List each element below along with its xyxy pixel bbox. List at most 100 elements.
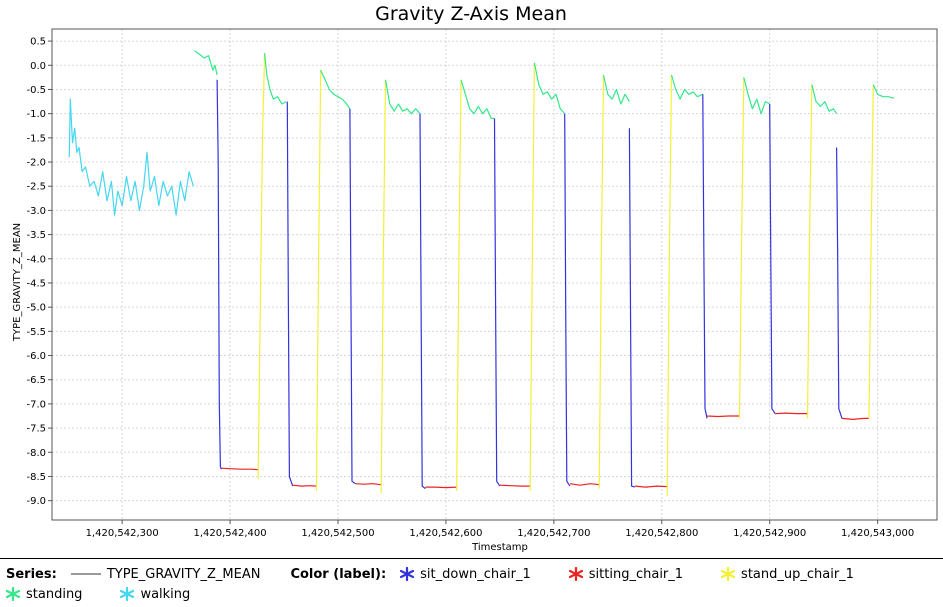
- series-segment-stand-up-chair-1: [868, 84, 874, 419]
- series-segment-sitting-chair-1: [221, 467, 259, 471]
- series-segment-standing: [811, 84, 838, 115]
- series-segment-standing: [384, 79, 421, 115]
- series-segment-standing: [743, 77, 770, 115]
- series-segment-standing: [533, 62, 566, 115]
- y-tick-label: -1.0: [26, 109, 46, 120]
- series-segment-walking: [68, 98, 194, 216]
- chart-title: Gravity Z-Axis Mean: [375, 3, 567, 25]
- legend-item-standing: standing: [6, 587, 82, 602]
- x-tick-label: 1,420,542,300: [86, 528, 159, 539]
- star-icon: [120, 587, 135, 601]
- legend-color-heading: Color (label):: [290, 566, 387, 582]
- legend-label: walking: [140, 586, 191, 602]
- y-tick-label: -6.0: [26, 351, 46, 362]
- y-tick-label: -6.5: [26, 375, 46, 386]
- series-segment-standing: [194, 50, 218, 76]
- series-segment-sit-down-chair-1: [216, 79, 222, 470]
- x-tick-label: 1,420,542,400: [193, 528, 266, 539]
- legend-item-stand-up: stand_up_chair_1: [721, 567, 854, 582]
- legend-label: sit_down_chair_1: [420, 566, 531, 582]
- series-line-icon: [70, 573, 101, 575]
- series-segment-standing: [602, 74, 630, 105]
- y-tick-label: -4.5: [26, 278, 46, 289]
- series-segment-sitting-chair-1: [355, 483, 382, 486]
- series-segment-sit-down-chair-1: [702, 94, 708, 419]
- y-tick-label: -7.5: [26, 424, 46, 435]
- series-segment-standing: [670, 74, 704, 100]
- y-tick-label: -4.0: [26, 254, 46, 265]
- series-segment-sit-down-chair-1: [286, 101, 294, 487]
- series-segment-sit-down-chair-1: [769, 103, 776, 414]
- series-segment-stand-up-chair-1: [529, 62, 535, 492]
- star-icon: [721, 567, 736, 581]
- series-segment-sit-down-chair-1: [349, 108, 356, 485]
- star-icon: [400, 567, 415, 581]
- y-tick-label: -0.5: [26, 85, 46, 96]
- series-segment-sit-down-chair-1: [419, 113, 426, 490]
- series-segment-standing: [320, 69, 351, 110]
- x-tick-label: 1,420,542,700: [517, 528, 590, 539]
- x-tick-label: 1,420,542,500: [301, 528, 374, 539]
- legend-item-walking: walking: [120, 587, 190, 602]
- y-tick-label: -5.5: [26, 327, 46, 338]
- legend-row-1: Series: TYPE_GRAVITY_Z_MEAN Color (label…: [6, 564, 892, 584]
- series-segment-stand-up-chair-1: [380, 79, 387, 494]
- series-segment-stand-up-chair-1: [456, 79, 462, 492]
- y-tick-label: -8.5: [26, 472, 46, 483]
- series-segment-stand-up-chair-1: [315, 70, 322, 492]
- series-segment-sit-down-chair-1: [564, 113, 571, 487]
- series-segment-sitting-chair-1: [425, 486, 457, 489]
- y-tick-label: -2.0: [26, 158, 46, 169]
- series-segment-stand-up-chair-1: [598, 74, 605, 489]
- series-lines: [68, 50, 894, 496]
- x-tick-label: 1,420,543,000: [841, 528, 914, 539]
- series-segment-sitting-chair-1: [569, 483, 600, 486]
- star-icon: [6, 587, 20, 601]
- series-segment-stand-up-chair-1: [666, 74, 673, 496]
- y-axis-label: TYPE_GRAVITY_Z_MEAN: [12, 223, 23, 342]
- plot-frame: [51, 28, 938, 521]
- legend-series-heading: Series:: [6, 566, 57, 582]
- legend-row-2: standing walking: [6, 584, 228, 604]
- series-segment-sitting-chair-1: [499, 484, 531, 487]
- y-tick-label: -5.0: [26, 303, 46, 314]
- x-tick-label: 1,420,542,900: [733, 528, 806, 539]
- y-tick-label: 0.5: [30, 37, 46, 48]
- y-axis: 0.5 0.0 -0.5 -1.0 -1.5 -2.0 -2.5 -3.0 -3.5 -4.0 -4…: [26, 37, 52, 507]
- series-segment-sit-down-chair-1: [628, 128, 635, 488]
- chart-area: Gravity Z-Axis Mean 0.5 0.0 -0.5 -1.0 -1.5 -2…: [12, 3, 938, 553]
- series-segment-stand-up-chair-1: [806, 84, 813, 419]
- series-segment-standing: [264, 53, 287, 105]
- legend-item-sit-down: sit_down_chair_1: [400, 567, 531, 582]
- legend-series-name: TYPE_GRAVITY_Z_MEAN: [106, 566, 261, 582]
- grid-lines: [52, 29, 937, 520]
- series-segment-sitting-chair-1: [841, 417, 869, 420]
- series-segment-sitting-chair-1: [292, 484, 317, 487]
- series-segment-sitting-chair-1: [775, 412, 808, 415]
- legend-label: stand_up_chair_1: [741, 566, 854, 582]
- series-segment-sitting-chair-1: [707, 415, 740, 418]
- legend-label: standing: [26, 586, 83, 602]
- x-axis: 1,420,542,300 1,420,542,400 1,420,542,500 1…: [86, 520, 914, 539]
- y-tick-label: -7.0: [26, 399, 46, 410]
- series-segment-standing: [460, 79, 495, 120]
- y-tick-label: -3.5: [26, 230, 46, 241]
- y-tick-label: -2.5: [26, 182, 46, 193]
- x-tick-label: 1,420,542,600: [409, 528, 482, 539]
- series-segment-sitting-chair-1: [634, 485, 668, 488]
- series-segment-sit-down-chair-1: [836, 147, 843, 419]
- legend: Series: TYPE_GRAVITY_Z_MEAN Color (label…: [0, 558, 943, 607]
- y-tick-label: -3.0: [26, 206, 46, 217]
- series-segment-sit-down-chair-1: [493, 118, 501, 487]
- y-tick-label: -9.0: [26, 496, 46, 507]
- y-tick-label: -1.5: [26, 133, 46, 144]
- series-segment-standing: [872, 84, 894, 99]
- y-tick-label: 0.0: [30, 61, 46, 72]
- y-tick-label: -8.0: [26, 448, 46, 459]
- series-segment-stand-up-chair-1: [738, 77, 745, 419]
- x-axis-label: Timestamp: [471, 542, 528, 553]
- star-icon: [568, 567, 583, 581]
- legend-label: sitting_chair_1: [588, 566, 684, 582]
- x-tick-label: 1,420,542,800: [625, 528, 698, 539]
- legend-series-item: TYPE_GRAVITY_Z_MEAN: [70, 566, 261, 582]
